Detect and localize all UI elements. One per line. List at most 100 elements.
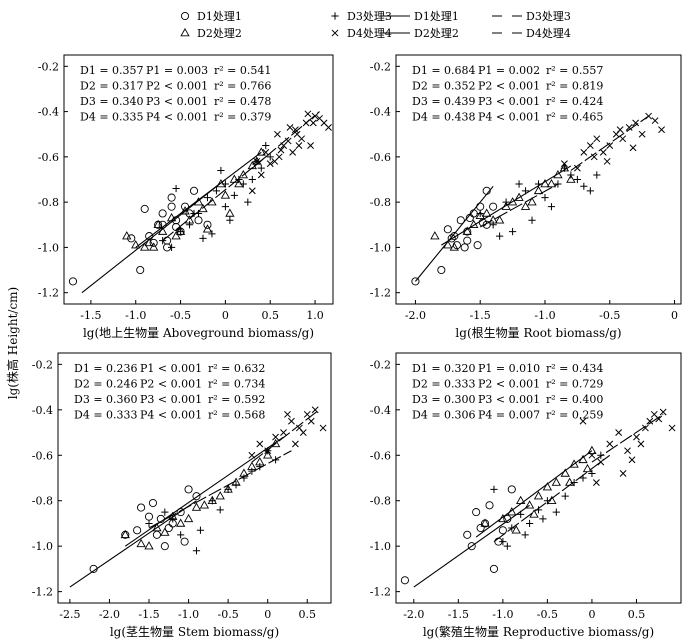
regression-line-d4 xyxy=(570,115,649,171)
regression-line-d1 xyxy=(415,185,494,282)
data-point-triangle xyxy=(498,513,508,523)
chart-panel-3: -0.2 -0.4 -0.6 -0.8 -1.0 -1.2 -2.5 -2.0 -1.5 -1.0… xyxy=(32,352,332,639)
stat-d: D3 = 0.360 xyxy=(74,393,138,406)
stat-r: r² = 0.557 xyxy=(546,64,603,77)
data-point-triangle xyxy=(524,500,535,509)
y-axis-label: lg(株高 Height/cm) xyxy=(5,287,20,399)
data-point-plus xyxy=(244,198,252,206)
x-tick-label: -1.0 xyxy=(178,608,199,621)
data-point-circle xyxy=(156,514,165,523)
data-point-cross xyxy=(592,479,600,486)
stat-p: P1 < 0.001 xyxy=(140,362,202,375)
data-point-plus xyxy=(534,180,543,188)
data-point-cross xyxy=(295,142,303,149)
data-point-cross xyxy=(319,424,327,432)
legend-label: D3处理3 xyxy=(347,10,392,23)
data-point-plus xyxy=(176,227,185,236)
data-point-circle xyxy=(411,277,420,286)
data-point-cross xyxy=(311,112,319,120)
data-point-triangle xyxy=(234,179,244,188)
data-point-triangle xyxy=(225,208,235,217)
data-point-cross xyxy=(629,144,637,152)
stat-r: r² = 0.766 xyxy=(214,80,271,93)
data-point-cross xyxy=(633,433,640,441)
data-point-cross xyxy=(288,417,295,425)
data-point-plus xyxy=(272,456,280,464)
data-point-triangle xyxy=(553,169,563,179)
legend-marker-cross xyxy=(331,29,339,37)
data-point-plus xyxy=(579,474,587,482)
x-axis-label: lg(繁殖生物量 Reproductive biomass/g) xyxy=(423,624,654,639)
data-point-circle xyxy=(133,526,142,535)
data-point-triangle xyxy=(220,190,231,199)
data-point-cross xyxy=(628,456,636,464)
data-point-cross xyxy=(280,429,287,436)
stat-r: r² = 0.568 xyxy=(208,409,265,422)
data-point-cross xyxy=(637,440,645,448)
x-tick-label: -1.5 xyxy=(448,608,469,621)
data-point-plus xyxy=(169,515,177,523)
x-tick-label: -1.0 xyxy=(125,309,146,322)
data-point-plus xyxy=(573,175,581,184)
data-point-triangle xyxy=(216,179,226,188)
x-tick-label: -1.5 xyxy=(80,309,101,322)
data-point-triangle xyxy=(120,529,130,539)
legend-marker-triangle xyxy=(180,27,190,37)
x-tick-label: 0.5 xyxy=(628,608,646,621)
data-point-triangle xyxy=(578,454,588,464)
data-point-triangle xyxy=(546,179,557,188)
data-point-plus xyxy=(503,542,511,550)
data-point-cross xyxy=(588,451,596,459)
data-point-cross xyxy=(275,153,283,161)
data-point-cross xyxy=(289,148,297,156)
data-point-plus xyxy=(172,184,180,193)
data-point-triangle xyxy=(166,212,177,222)
data-point-circle xyxy=(194,216,203,225)
data-point-circle xyxy=(176,508,185,517)
stat-p: P2 < 0.001 xyxy=(140,378,202,391)
legend-label: D4处理4 xyxy=(347,27,392,40)
data-point-circle xyxy=(148,498,158,508)
data-point-cross xyxy=(304,110,312,118)
data-point-plus xyxy=(161,508,169,516)
data-point-cross xyxy=(632,119,640,127)
data-point-plus xyxy=(221,180,229,188)
data-point-triangle xyxy=(430,231,440,240)
y-tick-label: -1.2 xyxy=(38,287,59,300)
data-point-plus xyxy=(217,166,225,175)
data-point-cross xyxy=(256,440,264,448)
stat-p: P3 < 0.001 xyxy=(478,393,540,406)
data-point-cross xyxy=(273,130,281,138)
data-point-triangle xyxy=(449,242,459,251)
legend-label: D1处理1 xyxy=(197,10,242,23)
data-point-circle xyxy=(467,542,476,551)
data-point-plus xyxy=(145,519,153,528)
data-point-triangle xyxy=(582,463,593,473)
data-point-circle xyxy=(164,523,173,533)
data-point-plus xyxy=(490,485,498,493)
data-point-circle xyxy=(447,234,456,243)
data-point-plus xyxy=(593,171,601,179)
data-point-triangle xyxy=(551,477,561,486)
data-point-plus xyxy=(208,497,216,505)
data-point-plus xyxy=(525,519,534,528)
data-point-cross xyxy=(309,119,317,127)
data-point-plus xyxy=(476,209,484,218)
regression-line-d1 xyxy=(413,504,530,588)
data-point-cross xyxy=(590,153,598,161)
data-point-circle xyxy=(152,530,161,539)
data-point-triangle xyxy=(171,231,181,240)
data-point-cross xyxy=(264,447,272,455)
data-point-triangle xyxy=(136,538,146,548)
data-point-plus xyxy=(552,508,560,516)
data-point-circle xyxy=(89,564,98,573)
legend-label: D2处理2 xyxy=(414,27,459,40)
data-point-cross xyxy=(645,112,653,120)
x-tick-label: -1.5 xyxy=(138,608,159,621)
data-point-cross xyxy=(625,124,633,131)
y-tick-label: -1.2 xyxy=(32,586,53,599)
legend-label: D3处理3 xyxy=(526,10,571,23)
regression-line-d3 xyxy=(162,156,267,242)
data-point-plus xyxy=(517,510,525,518)
data-point-triangle xyxy=(144,237,154,247)
